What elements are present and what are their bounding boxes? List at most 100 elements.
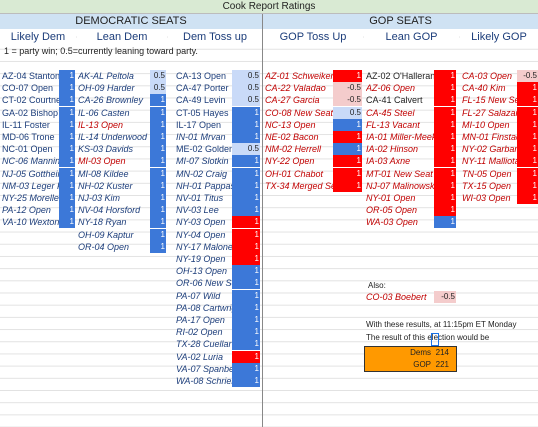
likely-gop-seat-value[interactable]: 1 — [517, 179, 538, 192]
gop-toss-up-seat-name[interactable]: NC-13 Open — [265, 119, 316, 130]
lean-dem-seat-name[interactable]: AK-AL Peltola — [78, 71, 134, 81]
dem-toss-up-seat-name[interactable]: NH-01 Pappas — [176, 180, 232, 191]
lean-gop-seat-name[interactable]: MT-01 New Seat — [366, 168, 433, 179]
likely-dem-seat-name[interactable]: MD-06 Trone — [2, 132, 55, 142]
also-item-name[interactable]: CO-03 Boebert — [366, 292, 427, 302]
lean-dem-seat-value[interactable]: 1 — [150, 216, 166, 229]
likely-dem-seat-value[interactable]: 1 — [59, 155, 75, 168]
likely-dem-seat-value[interactable]: 1 — [59, 143, 75, 156]
gop-toss-up-seat-name[interactable]: CA-22 Valadao — [265, 83, 326, 94]
lean-dem-seat-value[interactable]: 1 — [150, 240, 166, 253]
dem-toss-up-seat-name[interactable]: MN-02 Craig — [176, 168, 228, 179]
dem-toss-up-seat-name[interactable]: NY-17 Maloney — [176, 241, 232, 252]
lean-dem-seat-value[interactable]: 1 — [150, 155, 166, 168]
likely-dem-seat-name[interactable]: NJ-05 Gottheimer — [2, 168, 59, 179]
gop-toss-up-seat-value[interactable]: 1 — [333, 143, 362, 156]
dem-toss-up-seat-name[interactable]: CT-05 Hayes — [176, 107, 229, 118]
likely-dem-seat-name[interactable]: NY-25 Morelle — [2, 193, 59, 203]
likely-gop-seat-name[interactable]: CA-40 Kim — [462, 83, 506, 94]
likely-dem-seat-name[interactable]: PA-12 Open — [2, 205, 51, 216]
lean-dem-seat-value[interactable]: 0.5 — [150, 82, 166, 95]
dem-toss-up-seat-value[interactable]: 1 — [232, 301, 260, 314]
dem-toss-up-seat-value[interactable]: 1 — [232, 216, 260, 229]
dem-toss-up-seat-value[interactable]: 1 — [232, 167, 260, 180]
likely-dem-seat-value[interactable]: 1 — [59, 216, 75, 229]
lean-gop-seat-value[interactable]: 1 — [434, 204, 456, 217]
likely-gop-seat-name[interactable]: FL-15 New Seat — [462, 95, 517, 106]
likely-gop-seat-name[interactable]: TX-15 Open — [462, 180, 512, 191]
gop-toss-up-seat-value[interactable]: 1 — [333, 167, 362, 180]
dem-toss-up-seat-value[interactable]: 1 — [232, 375, 260, 387]
dem-toss-up-seat-value[interactable]: 1 — [232, 131, 260, 143]
dem-toss-up-seat-name[interactable]: PA-17 Open — [176, 315, 225, 325]
lean-gop-seat-name[interactable]: AZ-06 Open — [366, 83, 416, 94]
dem-toss-up-seat-name[interactable]: OH-13 Open — [176, 266, 228, 277]
dem-toss-up-seat-value[interactable]: 0.5 — [232, 94, 260, 107]
dem-toss-up-seat-name[interactable]: NY-19 Open — [176, 254, 226, 264]
dem-toss-up-seat-name[interactable]: VA-07 Spanberger — [176, 363, 232, 374]
gop-toss-up-seat-name[interactable]: NM-02 Herrell — [265, 144, 322, 155]
lean-dem-seat-value[interactable]: 1 — [150, 192, 166, 204]
likely-gop-seat-value[interactable]: 1 — [517, 192, 538, 204]
lean-dem-seat-name[interactable]: MI-03 Open — [78, 156, 126, 167]
lean-gop-seat-value[interactable]: 1 — [434, 70, 456, 82]
likely-gop-seat-name[interactable]: CA-03 Open — [462, 71, 513, 81]
gop-toss-up-seat-value[interactable]: 1 — [333, 118, 362, 131]
gop-toss-up-seat-value[interactable]: 1 — [333, 155, 362, 168]
likely-dem-seat-name[interactable]: VA-10 Wexton — [2, 217, 59, 228]
dem-toss-up-seat-name[interactable]: NY-03 Open — [176, 217, 226, 228]
likely-gop-seat-value[interactable]: -0.5 — [517, 70, 538, 82]
lean-gop-seat-value[interactable]: 1 — [434, 131, 456, 143]
lean-dem-seat-value[interactable]: 1 — [150, 179, 166, 192]
likely-dem-seat-name[interactable]: NC-06 Manning — [2, 156, 59, 167]
lean-dem-seat-value[interactable]: 1 — [150, 228, 166, 241]
lean-gop-seat-name[interactable]: AZ-02 O'Halleran — [366, 71, 434, 81]
dem-toss-up-seat-name[interactable]: CA-49 Levin — [176, 95, 226, 106]
lean-gop-seat-name[interactable]: CA-41 Calvert — [366, 95, 423, 106]
lean-gop-seat-value[interactable]: 1 — [434, 155, 456, 168]
lean-gop-seat-value[interactable]: 1 — [434, 192, 456, 204]
likely-gop-seat-value[interactable]: 1 — [517, 118, 538, 131]
lean-gop-seat-value[interactable]: 1 — [434, 143, 456, 156]
lean-dem-seat-name[interactable]: OH-09 Harder — [78, 83, 135, 94]
likely-gop-seat-name[interactable]: MI-10 Open — [462, 119, 510, 130]
likely-gop-seat-value[interactable]: 1 — [517, 155, 538, 168]
dem-toss-up-seat-name[interactable]: NV-03 Lee — [176, 205, 219, 216]
gop-toss-up-seat-name[interactable]: AZ-01 Schweikert — [265, 71, 333, 81]
likely-dem-seat-value[interactable]: 1 — [59, 204, 75, 217]
dem-toss-up-seat-name[interactable]: PA-07 Wild — [176, 290, 221, 301]
dem-toss-up-seat-value[interactable]: 1 — [232, 106, 260, 119]
gop-toss-up-seat-value[interactable]: 0.5 — [333, 106, 362, 119]
likely-dem-seat-value[interactable]: 1 — [59, 106, 75, 119]
lean-gop-seat-value[interactable]: 1 — [434, 106, 456, 119]
dem-toss-up-seat-name[interactable]: OR-06 New Seat — [176, 278, 232, 289]
gop-toss-up-seat-value[interactable]: 1 — [333, 70, 362, 82]
lean-gop-seat-name[interactable]: NJ-07 Malinowski — [366, 180, 434, 191]
dem-toss-up-seat-value[interactable]: 1 — [232, 314, 260, 326]
lean-dem-seat-value[interactable]: 0.5 — [150, 70, 166, 82]
likely-dem-seat-name[interactable]: GA-02 Bishop — [2, 107, 59, 118]
likely-dem-seat-value[interactable]: 1 — [59, 131, 75, 143]
gop-toss-up-seat-name[interactable]: CO-08 New Seat — [265, 107, 333, 118]
selected-cell[interactable] — [431, 333, 439, 346]
lean-dem-seat-name[interactable]: KS-03 Davids — [78, 144, 134, 155]
likely-dem-seat-value[interactable]: 1 — [59, 167, 75, 180]
likely-gop-seat-value[interactable]: 1 — [517, 82, 538, 95]
lean-dem-seat-value[interactable]: 1 — [150, 204, 166, 217]
gop-toss-up-seat-name[interactable]: NY-22 Open — [265, 156, 315, 167]
dem-toss-up-seat-name[interactable]: PA-08 Cartwright — [176, 302, 232, 313]
dem-toss-up-seat-name[interactable]: MI-07 Slotkin — [176, 156, 229, 167]
dem-toss-up-seat-name[interactable]: CA-47 Porter — [176, 83, 229, 94]
dem-toss-up-seat-value[interactable]: 1 — [232, 179, 260, 192]
lean-dem-seat-name[interactable]: NY-18 Ryan — [78, 217, 127, 228]
lean-gop-seat-value[interactable]: 1 — [434, 94, 456, 107]
lean-dem-seat-name[interactable]: OR-04 Open — [78, 241, 130, 252]
dem-toss-up-seat-value[interactable]: 1 — [232, 338, 260, 351]
gop-toss-up-seat-name[interactable]: OH-01 Chabot — [265, 168, 324, 179]
lean-dem-seat-name[interactable]: NV-04 Horsford — [78, 205, 141, 216]
dem-toss-up-seat-name[interactable]: NV-01 Titus — [176, 193, 224, 203]
likely-dem-seat-name[interactable]: NC-01 Open — [2, 144, 53, 155]
gop-toss-up-seat-name[interactable]: TX-34 Merged Seat — [265, 180, 333, 191]
gop-toss-up-seat-name[interactable]: CA-27 Garcia — [265, 95, 320, 106]
dem-toss-up-seat-value[interactable]: 1 — [232, 277, 260, 290]
